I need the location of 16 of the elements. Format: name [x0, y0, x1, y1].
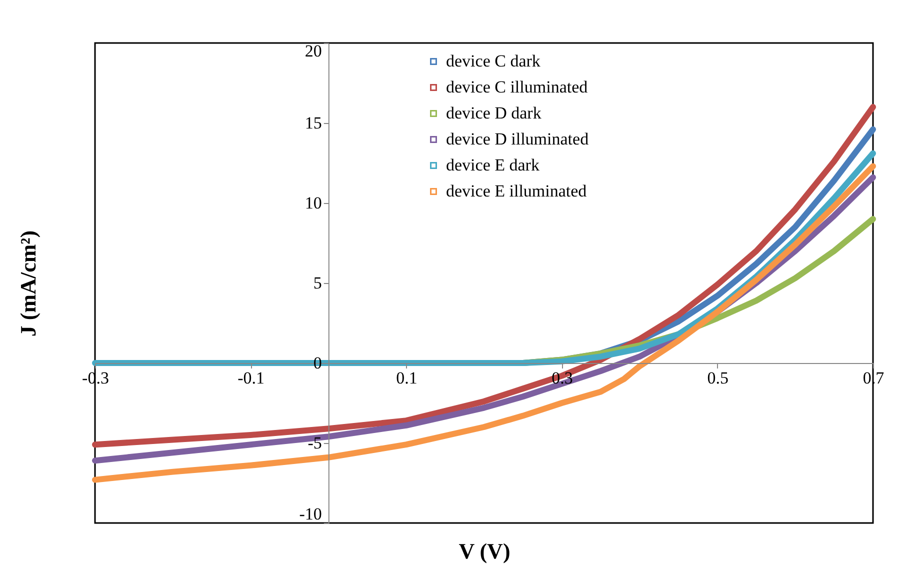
y-tick-label: 15	[304, 114, 322, 132]
legend-label: device D illuminated	[446, 130, 590, 148]
legend-label: device C dark	[446, 52, 541, 70]
x-tick-label: -0.1	[238, 368, 265, 388]
x-tick-label: 0.1	[396, 368, 418, 388]
y-tick-label: 20	[304, 42, 322, 60]
legend-label: device C illuminated	[446, 78, 588, 96]
y-axis-title: J (mA/cm²)	[16, 230, 40, 337]
y-tick-label: 10	[304, 194, 322, 212]
legend-label: device E dark	[446, 156, 540, 174]
legend-label: device D dark	[446, 104, 542, 122]
x-axis-title: V (V)	[458, 538, 510, 564]
y-tick-label: 5	[313, 274, 322, 292]
x-tick-label: 0.5	[707, 368, 729, 388]
y-tick-label: -10	[299, 504, 322, 524]
legend-label: device E illuminated	[446, 182, 588, 200]
